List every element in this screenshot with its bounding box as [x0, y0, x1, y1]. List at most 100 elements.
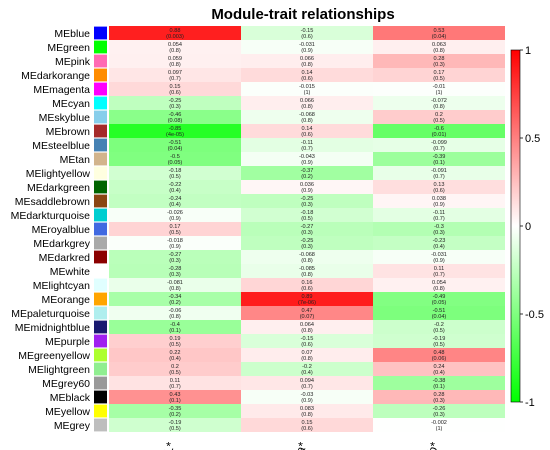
heatmap-cell: [241, 110, 373, 124]
heatmap-cell: [109, 208, 241, 222]
cell-correlation: 0.036: [300, 182, 314, 188]
cell-correlation: -0.18: [169, 168, 182, 174]
cell-correlation: -0.19: [169, 420, 182, 426]
cell-correlation: 0.28: [434, 392, 445, 398]
cell-pvalue: (0.06): [432, 356, 447, 362]
module-label: MEsaddlebrown: [15, 196, 90, 208]
heatmap-row: MEsaddlebrown -0.24(0.4) -0.25(0.3) 0.038(0…: [15, 194, 505, 208]
heatmap-cell: [241, 348, 373, 362]
cell-correlation: -0.4: [170, 322, 180, 328]
cell-pvalue: (0.4): [433, 370, 445, 376]
cell-correlation: -0.27: [301, 224, 314, 230]
heatmap-cell: [373, 418, 505, 432]
cell-pvalue: (0.6): [301, 76, 313, 82]
cell-pvalue: (0.7): [169, 76, 181, 82]
module-label: MEblue: [54, 28, 90, 40]
cell-correlation: -0.22: [169, 182, 182, 188]
module-color-swatch: [94, 40, 107, 54]
module-color-swatch: [94, 110, 107, 124]
cell-pvalue: (0.8): [301, 356, 313, 362]
cell-pvalue: (0.1): [169, 398, 181, 404]
cell-pvalue: (0.9): [169, 244, 181, 250]
module-label: MEdarkturquoise: [11, 210, 91, 222]
heatmap-cell: [109, 376, 241, 390]
heatmap-row: MEdarkgreen -0.22(0.4) 0.036(0.9) 0.13(0.6): [27, 180, 505, 194]
cell-pvalue: (0.8): [433, 286, 445, 292]
heatmap-cell: [109, 180, 241, 194]
cell-pvalue: (0.7): [301, 146, 313, 152]
heatmap-cell: [373, 222, 505, 236]
heatmap-row: MEgreenyellow 0.22(0.4) 0.07(0.8) 0.48(0.06…: [18, 348, 505, 362]
heatmap-cell: [109, 26, 241, 40]
cell-pvalue: (0.8): [169, 62, 181, 68]
heatmap-cell: [373, 166, 505, 180]
cell-pvalue: (0.5): [169, 342, 181, 348]
legend-tick-label: -1: [525, 397, 535, 409]
cell-pvalue: (0.5): [169, 370, 181, 376]
module-label: MEgrey: [54, 420, 91, 432]
cell-pvalue: (0.6): [301, 132, 313, 138]
cell-correlation: 0.89: [302, 294, 313, 300]
cell-correlation: 0.19: [170, 336, 181, 342]
cell-correlation: -0.2: [302, 364, 312, 370]
cell-pvalue: (0.5): [169, 426, 181, 432]
heatmap-cell: [373, 68, 505, 82]
cell-correlation: -0.37: [301, 168, 314, 174]
module-color-swatch: [94, 124, 107, 138]
cell-pvalue: (0.8): [301, 118, 313, 124]
cell-correlation: -0.35: [169, 406, 182, 412]
cell-pvalue: (0.9): [301, 188, 313, 194]
cell-pvalue: (0.8): [169, 286, 181, 292]
heatmap-cell: [241, 40, 373, 54]
cell-pvalue: (0.7): [433, 174, 445, 180]
heatmap-cell: [373, 40, 505, 54]
heatmap-row: MEdarkred -0.27(0.3) -0.068(0.8) -0.031(0.9…: [39, 250, 505, 264]
cell-pvalue: (1): [436, 426, 443, 432]
heatmap-cell: [241, 208, 373, 222]
cell-pvalue: (0.6): [301, 342, 313, 348]
chart-title: Module-trait relationships: [211, 6, 394, 23]
module-color-swatch: [94, 292, 107, 306]
heatmap-cell: [109, 68, 241, 82]
heatmap-row: MEpink 0.059(0.8)0.066(0.8)0.28(0.3): [55, 54, 505, 68]
heatmap-cell: [373, 152, 505, 166]
heatmap-cell: [241, 222, 373, 236]
heatmap-cell: [373, 334, 505, 348]
heatmap-cell: [109, 138, 241, 152]
module-label: MEroyalblue: [32, 224, 91, 236]
heatmap-cell: [109, 236, 241, 250]
heatmap-row: MEcyan -0.25(0.3)0.066(0.8)-0.072(0.8): [52, 96, 505, 110]
cell-correlation: -0.06: [169, 308, 182, 314]
module-label: MEorange: [42, 294, 91, 306]
cell-correlation: 0.13: [434, 182, 445, 188]
heatmap-cell: [373, 376, 505, 390]
cell-pvalue: (0.4): [301, 370, 313, 376]
cell-pvalue: (0.3): [301, 230, 313, 236]
cell-pvalue: (1): [436, 90, 443, 96]
module-label: MEmidnightblue: [15, 322, 90, 334]
module-color-swatch: [94, 208, 107, 222]
cell-correlation: 0.066: [300, 56, 314, 62]
heatmap-cell: [373, 26, 505, 40]
module-label: MElightyellow: [26, 168, 91, 180]
cell-pvalue: (0.8): [301, 258, 313, 264]
module-color-swatch: [94, 278, 107, 292]
cell-pvalue: (0.04): [432, 314, 447, 320]
heatmap-row: MEyellow -0.35(0.2) 0.083(0.8) -0.26(0.3): [45, 404, 505, 418]
heatmap-row: MElightcyan -0.081(0.8)0.16(0.6)0.054(0.8…: [33, 278, 505, 292]
module-color-swatch: [94, 152, 107, 166]
cell-pvalue: (0.4): [433, 244, 445, 250]
heatmap-row: MEtan -0.5(0.05) -0.043(0.9) -0.39(0.1): [60, 152, 505, 166]
module-color-swatch: [94, 26, 107, 40]
heatmap-rows: MEblue 0.88(0.003)-0.15(0.6)0.53(0.04)MEg…: [11, 26, 505, 432]
heatmap-cell: [373, 390, 505, 404]
heatmap-cell: [109, 124, 241, 138]
cell-correlation: -0.026: [167, 210, 183, 216]
heatmap-cell: [109, 306, 241, 320]
cell-correlation: 0.2: [171, 364, 179, 370]
heatmap-cell: [109, 96, 241, 110]
cell-correlation: -0.85: [169, 126, 182, 132]
cell-correlation: -0.01: [433, 84, 446, 90]
module-label: MEskyblue: [39, 112, 91, 124]
